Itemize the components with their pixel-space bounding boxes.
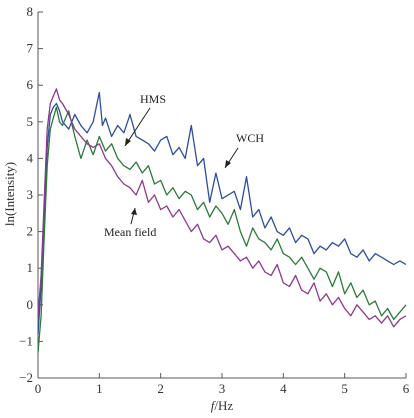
x-axis-title: f/Hz	[211, 398, 234, 413]
y-tick-label: −2	[19, 370, 33, 385]
y-tick-label: −1	[19, 333, 33, 348]
y-tick-label: 8	[27, 4, 34, 19]
x-tick-label: 4	[280, 381, 287, 396]
annotation-wch: WCH	[236, 131, 264, 145]
x-tick-label: 1	[96, 381, 103, 396]
annotation-mean-field: Mean field	[104, 225, 156, 239]
series-line-wch	[37, 91, 407, 335]
series-line-hms	[37, 106, 407, 353]
series-line-mean-field	[37, 88, 407, 328]
annotation-layer: HMS WCH Mean field	[104, 92, 264, 239]
x-axis-title-rest: /Hz	[214, 398, 233, 413]
annotation-hms-arrow	[124, 107, 151, 147]
x-tick-label: 2	[157, 381, 164, 396]
annotation-mean-field-arrowhead	[131, 208, 137, 215]
y-tick-label: 0	[27, 297, 34, 312]
y-tick-label: 3	[27, 187, 34, 202]
x-tick-label: 5	[341, 381, 348, 396]
y-axis-title: ln(Intensity)	[2, 162, 17, 226]
x-tick-label: 0	[35, 381, 42, 396]
annotation-wch-arrowhead	[225, 160, 231, 168]
series-layer	[37, 88, 407, 353]
y-tick-label: 7	[27, 41, 34, 56]
annotation-hms-arrowhead	[125, 138, 131, 146]
x-tick-label: 3	[219, 381, 226, 396]
y-tick-label: 2	[27, 224, 34, 239]
y-tick-label: 5	[27, 114, 34, 129]
x-axis-title-italic: f	[211, 398, 217, 413]
axes: 0 1 2 3 4 5 6 −2 −1 0 1 2 3 4 5 6 7 8	[19, 4, 410, 396]
x-tick-label: 6	[403, 381, 410, 396]
y-tick-label: 6	[27, 77, 34, 92]
y-tick-label: 1	[27, 260, 34, 275]
annotation-hms: HMS	[140, 92, 166, 106]
y-tick-label: 4	[27, 150, 34, 165]
